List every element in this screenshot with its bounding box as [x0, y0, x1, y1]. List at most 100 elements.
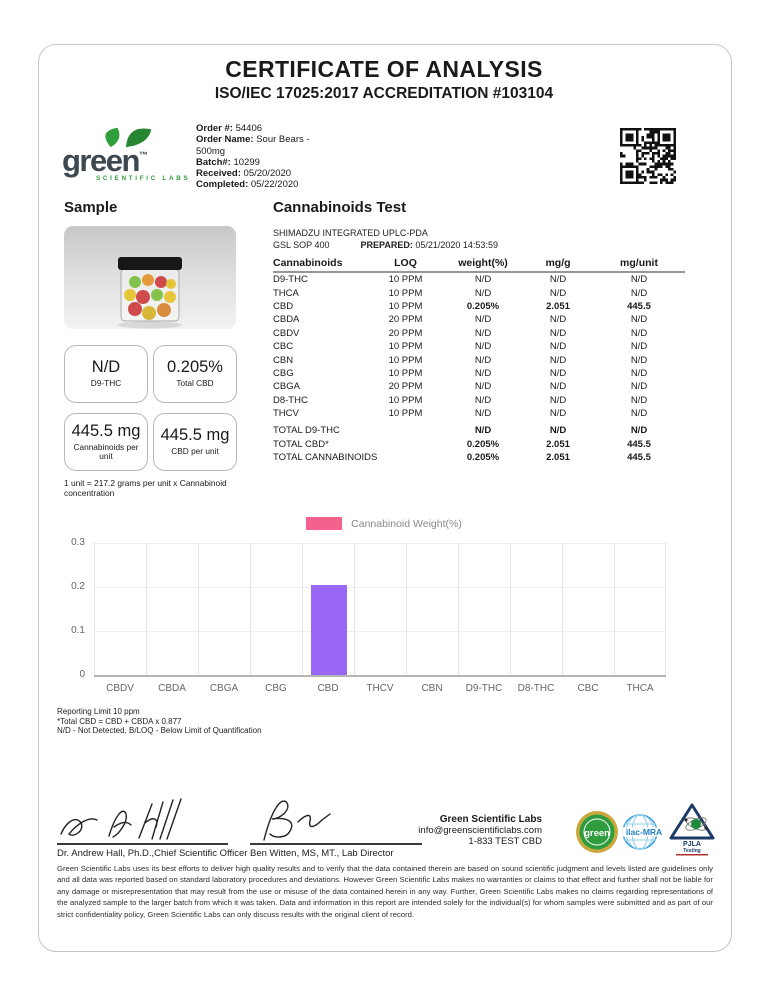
cell-loq: 10 PPM [388, 367, 423, 379]
plot-area [94, 543, 666, 677]
chart-column-D9-THC [458, 543, 510, 675]
chart-column-CBD [302, 543, 354, 675]
y-tick-label: 0 [79, 669, 85, 680]
result-box: 445.5 mg CBD per unit [153, 413, 237, 471]
footnote-nd: N/D - Not Detected, B/LOQ - Below Limit … [57, 726, 262, 736]
cell-name: CBGA [273, 381, 300, 393]
chart-column-CBDV [94, 543, 146, 675]
legend-label: Cannabinoid Weight(%) [351, 517, 462, 530]
cell-total-name: TOTAL CBD* [273, 438, 329, 450]
ilac-mra-badge-icon: ilac-MRA [622, 814, 666, 850]
cell-mgg: N/D [549, 354, 567, 366]
accreditation-subtitle: ISO/IEC 17025:2017 ACCREDITATION #103104 [214, 85, 554, 102]
leaf-icon [105, 127, 152, 148]
table-row: CBDA 20 PPM N/D N/D N/D [273, 313, 685, 326]
batch-value: 10299 [233, 156, 260, 168]
footnotes: Reporting Limit 10 ppm *Total CBD = CBD … [57, 707, 262, 736]
pjla-sub-label: Testing [683, 848, 700, 854]
cell-mgg: N/D [549, 381, 567, 393]
order-name-label: Order Name: [196, 134, 254, 146]
cell-mgunit: N/D [630, 327, 648, 339]
table-row: CBG 10 PPM N/D N/D N/D [273, 367, 685, 380]
cell-loq: 10 PPM [388, 394, 423, 406]
cell-name: D9-THC [273, 274, 308, 286]
order-number-label: Order #: [196, 123, 233, 134]
sample-photo [64, 226, 236, 329]
cell-name: D8-THC [273, 394, 308, 406]
cell-total-mgunit: N/D [630, 425, 648, 437]
signatory-1-name: Dr. Andrew Hall, Ph.D.,Chief Scientific … [57, 848, 248, 859]
signature-line-1 [57, 843, 228, 845]
cell-weight: N/D [474, 327, 492, 339]
lab-phone: 1-833 TEST CBD [468, 836, 542, 847]
sop-line: GSL SOP 400 PREPARED: 05/21/2020 14:53:5… [273, 240, 498, 250]
cannabinoids-table: Cannabinoids LOQ weight(%) mg/g mg/unit … [273, 254, 685, 464]
order-number-value: 54406 [235, 123, 263, 134]
pjla-label: PJLA [683, 841, 701, 848]
unit-note: 1 unit = 217.2 grams per unit x Cannabin… [64, 478, 227, 498]
table-row: CBC 10 PPM N/D N/D N/D [273, 340, 685, 353]
cell-name: CBG [273, 367, 294, 379]
cell-total-mgg: 2.051 [546, 452, 570, 464]
cell-total-mgg: 2.051 [546, 438, 570, 450]
certificate-card-border [38, 44, 732, 952]
batch-line: Batch#: 10299 [196, 157, 338, 168]
cell-mgg: N/D [549, 367, 567, 379]
cell-weight: N/D [474, 381, 492, 393]
x-tick-label: THCV [366, 683, 394, 694]
table-row: CBGA 20 PPM N/D N/D N/D [273, 380, 685, 393]
cell-mgunit: N/D [630, 341, 648, 353]
total-row: TOTAL CANNABINOIDS 0.205% 2.051 445.5 [273, 451, 685, 464]
table-row: THCV 10 PPM N/D N/D N/D [273, 407, 685, 420]
lab-name: Green Scientific Labs [439, 814, 542, 825]
cell-weight: 0.205% [466, 300, 500, 312]
page-title: CERTIFICATE OF ANALYSIS [225, 56, 543, 82]
chart-column-THCA [614, 543, 666, 675]
table-body: D9-THC 10 PPM N/D N/D N/D THCA 10 PPM N/… [273, 273, 685, 420]
lab-email: info@greenscientificlabs.com [418, 825, 542, 836]
batch-label: Batch#: [196, 156, 231, 168]
chart-column-THCV [354, 543, 406, 675]
col-header-loq: LOQ [394, 256, 417, 269]
cell-loq: 10 PPM [388, 287, 423, 299]
cell-mgunit: N/D [630, 381, 648, 393]
cell-total-mgg: N/D [549, 425, 567, 437]
x-tick-label: CBGA [209, 683, 239, 694]
cell-loq: 10 PPM [388, 354, 423, 366]
trademark-symbol: ™ [138, 150, 148, 160]
signature-line-2 [250, 843, 422, 845]
result-boxes: N/D D9-THC 0.205% Total CBD 445.5 mg Can… [64, 345, 237, 471]
order-info-block: Order #: 54406 Order Name: Sour Bears - … [196, 123, 338, 191]
bar-CBD [310, 585, 347, 675]
cell-name: CBD [273, 300, 294, 312]
cell-name: CBC [273, 341, 294, 353]
cell-mgunit: N/D [630, 367, 648, 379]
cannabinoids-test-heading: Cannabinoids Test [273, 199, 407, 216]
cell-loq: 20 PPM [388, 314, 423, 326]
ilac-mra-label: ilac-MRA [626, 827, 662, 837]
green-scientific-labs-logo: green™ SCIENTIFIC LABS [62, 126, 202, 182]
result-label: Cannabinoids per unit [73, 441, 139, 461]
prepared-value: 05/21/2020 14:53:59 [415, 240, 498, 250]
order-name-line: Order Name: Sour Bears - 500mg [196, 134, 338, 157]
table-row: D9-THC 10 PPM N/D N/D N/D [273, 273, 685, 286]
signatory-2-name: Ben Witten, MS, MT., Lab Director [250, 848, 394, 859]
chart-column-CBG [250, 543, 302, 675]
cell-mgg: N/D [549, 394, 567, 406]
cell-total-name: TOTAL CANNABINOIDS [273, 452, 378, 464]
table-row: CBN 10 PPM N/D N/D N/D [273, 353, 685, 366]
result-label: CBD per unit [171, 446, 219, 457]
col-header-weight: weight(%) [458, 256, 508, 269]
received-line: Received: 05/20/2020 [196, 168, 338, 179]
cell-total-mgunit: 445.5 [627, 452, 651, 464]
cell-weight: N/D [474, 274, 492, 286]
x-tick-label: CBN [421, 683, 443, 694]
completed-line: Completed: 05/22/2020 [196, 179, 338, 190]
chart-column-CBDA [146, 543, 198, 675]
cell-mgg: 2.051 [546, 300, 570, 312]
cell-loq: 10 PPM [388, 408, 423, 420]
cell-mgunit: N/D [630, 287, 648, 299]
table-row: CBDV 20 PPM N/D N/D N/D [273, 327, 685, 340]
table-row: D8-THC 10 PPM N/D N/D N/D [273, 394, 685, 407]
